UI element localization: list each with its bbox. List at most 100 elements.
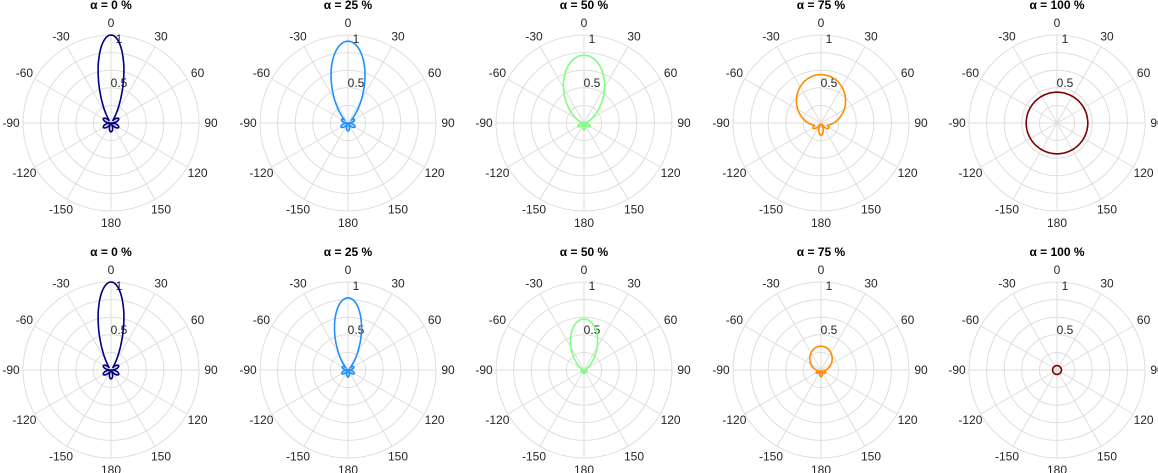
polar-axes: 0 30 60 90 120 150 180 -150 -120 -90 -60 -30 0.5 1 α =… [948, 245, 1158, 473]
angle-tick-label: 120 [661, 166, 681, 180]
grid-spoke [110, 46, 156, 124]
angle-tick-label: 60 [664, 66, 678, 80]
grid-spoke [110, 122, 156, 200]
angle-tick-label: 30 [1100, 29, 1114, 43]
grid-spoke [110, 369, 188, 415]
radial-tick-label: 0.5 [584, 76, 601, 90]
angle-tick-label: -90 [2, 363, 20, 377]
grid-spoke [110, 78, 188, 124]
polar-axes: 0 30 60 90 120 150 180 -150 -120 -90 -60 -30 0.5 1 α =… [712, 245, 928, 473]
grid-spoke [347, 325, 425, 371]
subplot-title: α = 25 % [324, 0, 373, 12]
grid-spoke [1012, 122, 1058, 200]
grid-spoke [776, 293, 822, 371]
angle-tick-label: 150 [388, 203, 408, 217]
angle-tick-label: 90 [204, 363, 218, 377]
angle-tick-label: 30 [154, 276, 168, 290]
angle-tick-label: 90 [677, 116, 691, 130]
grid-spoke [776, 46, 822, 124]
angle-tick-label: 30 [391, 29, 405, 43]
angle-tick-label: -30 [52, 276, 70, 290]
angle-tick-label: 0 [1054, 16, 1061, 30]
angle-tick-label: -60 [962, 313, 980, 327]
radial-tick-label: 1 [353, 32, 360, 46]
radiation-pattern-curve [809, 345, 833, 378]
angle-tick-label: 90 [677, 363, 691, 377]
angle-tick-label: -60 [16, 313, 34, 327]
grid-spoke [583, 369, 661, 415]
grid-spoke [347, 78, 425, 124]
angle-tick-label: -150 [49, 450, 73, 464]
grid-spoke [347, 369, 393, 447]
radial-tick-label: 0.5 [1057, 323, 1074, 337]
polar-axes: 0 30 60 90 120 150 180 -150 -120 -90 -60 -30 0.5 1 α =… [948, 0, 1158, 230]
radiation-pattern-curve [330, 40, 366, 132]
angle-tick-label: 150 [1097, 450, 1117, 464]
angle-tick-label: -90 [475, 363, 493, 377]
radial-tick-label: 1 [589, 279, 596, 293]
angle-tick-label: 120 [661, 413, 681, 427]
angle-tick-label: 60 [901, 66, 915, 80]
radial-tick-label: 1 [826, 279, 833, 293]
subplot-title: α = 100 % [1029, 0, 1084, 12]
subplot-title: α = 0 % [90, 245, 132, 259]
grid-spoke [583, 369, 629, 447]
grid-spoke [271, 325, 349, 371]
angle-tick-label: -30 [289, 276, 307, 290]
grid-spoke [583, 293, 629, 371]
angle-tick-label: -30 [998, 276, 1016, 290]
angle-tick-label: -60 [253, 66, 271, 80]
angle-tick-label: -120 [249, 166, 273, 180]
angle-tick-label: 120 [425, 413, 445, 427]
grid-spoke [1056, 78, 1134, 124]
grid-spoke [1056, 46, 1102, 124]
angle-tick-label: -120 [958, 413, 982, 427]
angle-tick-label: 60 [191, 313, 205, 327]
grid-spoke [110, 369, 156, 447]
polar-axes: 0 30 60 90 120 150 180 -150 -120 -90 -60 -30 0.5 1 α =… [239, 245, 455, 473]
angle-tick-label: -150 [759, 203, 783, 217]
angle-tick-label: 90 [1150, 363, 1158, 377]
grid-spoke [34, 325, 112, 371]
angle-tick-label: -60 [489, 66, 507, 80]
angle-tick-label: 180 [1047, 216, 1067, 230]
polar-axes: 0 30 60 90 120 150 180 -150 -120 -90 -60 -30 0.5 1 α =… [2, 0, 218, 230]
grid-spoke [66, 369, 112, 447]
angle-tick-label: -30 [289, 29, 307, 43]
grid-spoke [347, 122, 393, 200]
grid-spoke [583, 122, 661, 168]
angle-tick-label: 180 [811, 463, 831, 473]
grid-spoke [1056, 122, 1134, 168]
angle-tick-label: 120 [188, 166, 208, 180]
grid-spoke [66, 46, 112, 124]
grid-spoke [539, 369, 585, 447]
grid-spoke [110, 293, 156, 371]
angle-tick-label: -90 [712, 363, 730, 377]
radiation-pattern-curve [795, 73, 847, 137]
grid-spoke [980, 78, 1058, 124]
angle-tick-label: 90 [1150, 116, 1158, 130]
angle-tick-label: 60 [664, 313, 678, 327]
grid-spoke [1056, 122, 1102, 200]
angle-tick-label: 150 [151, 450, 171, 464]
angle-tick-label: 180 [101, 216, 121, 230]
angle-tick-label: 120 [1134, 166, 1154, 180]
grid-spoke [583, 78, 661, 124]
angle-tick-label: 0 [345, 16, 352, 30]
radial-tick-label: 0.5 [348, 76, 365, 90]
angle-tick-label: -60 [16, 66, 34, 80]
angle-tick-label: 0 [581, 263, 588, 277]
angle-tick-label: -60 [489, 313, 507, 327]
subplot-title: α = 75 % [797, 245, 846, 259]
angle-tick-label: -150 [995, 450, 1019, 464]
grid-spoke [303, 369, 349, 447]
angle-tick-label: 0 [818, 16, 825, 30]
angle-tick-label: -120 [12, 166, 36, 180]
grid-spoke [583, 122, 629, 200]
grid-spoke [1056, 325, 1134, 371]
angle-tick-label: 150 [151, 203, 171, 217]
subplot-title: α = 25 % [324, 245, 373, 259]
grid-spoke [1012, 46, 1058, 124]
grid-spoke [583, 46, 629, 124]
